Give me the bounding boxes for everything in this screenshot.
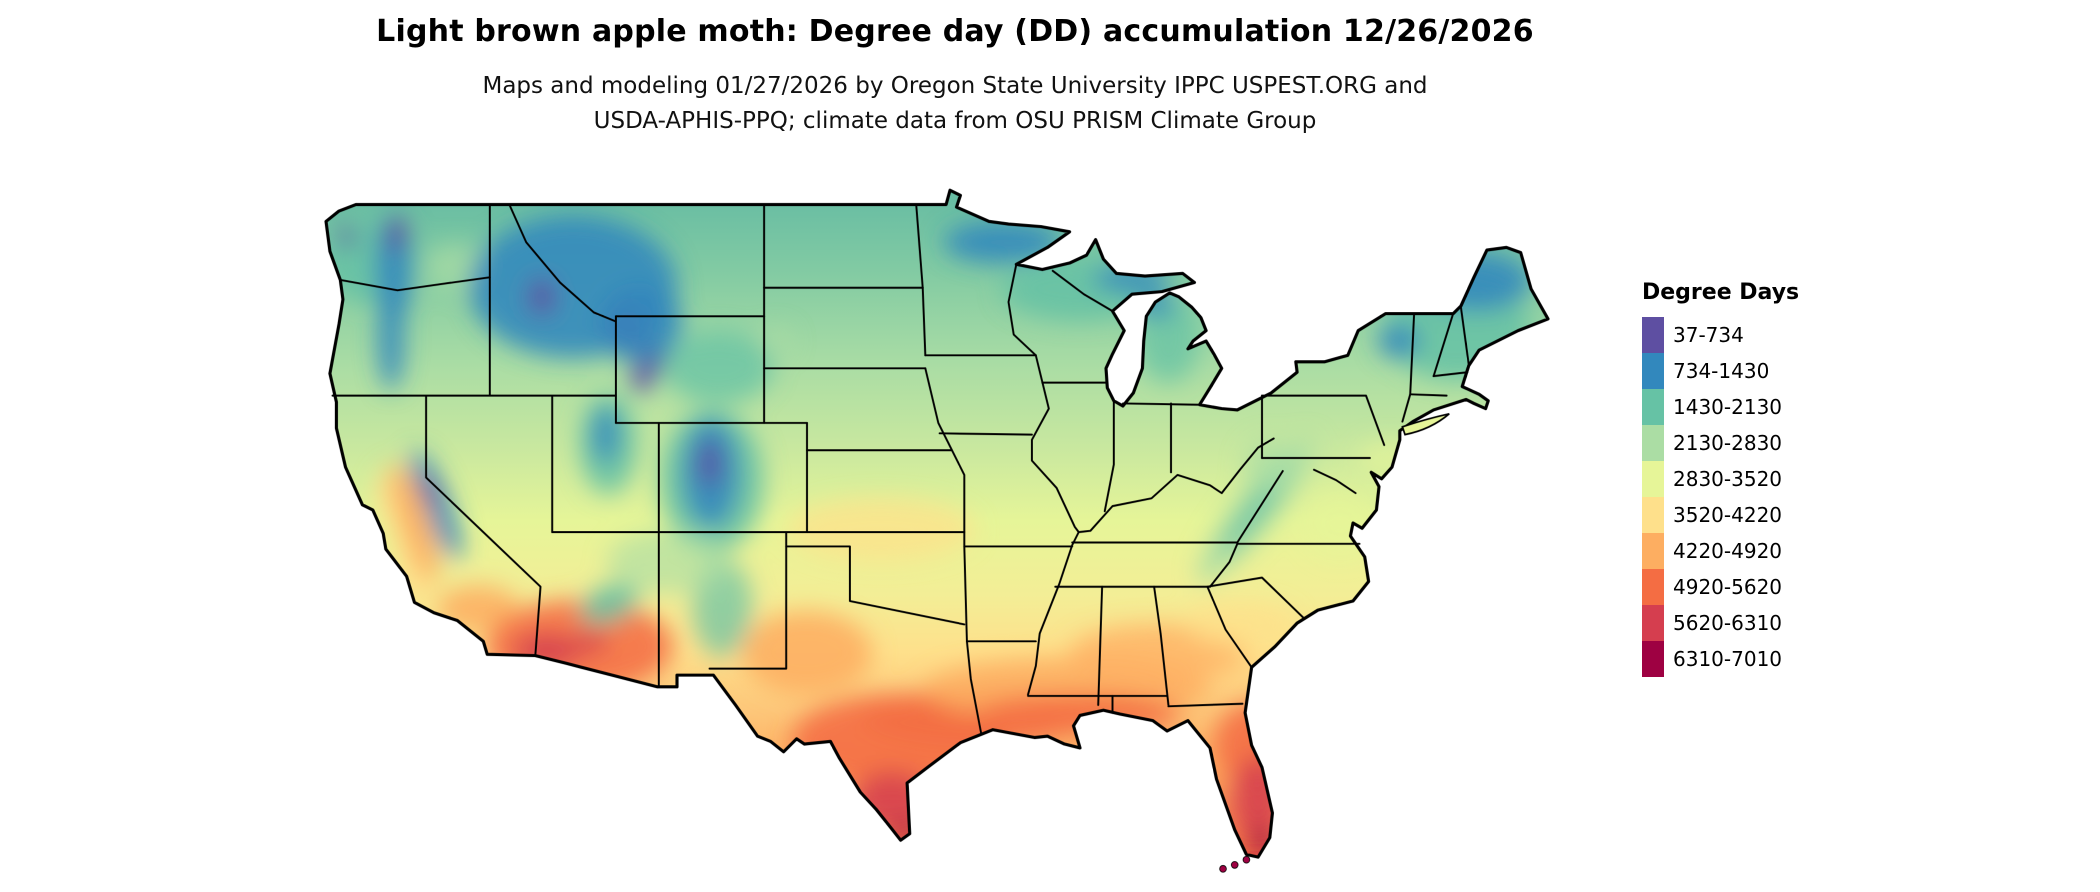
- long-island: [1401, 412, 1450, 436]
- legend: Degree Days 37-734 734-1430 1430-2130 21…: [1642, 280, 1799, 677]
- legend-item: 4920-5620: [1642, 569, 1799, 605]
- legend-rows: 37-734 734-1430 1430-2130 2130-2830 2830…: [1642, 317, 1799, 677]
- legend-swatch: [1642, 317, 1664, 353]
- legend-item: 2130-2830: [1642, 425, 1799, 461]
- legend-swatch: [1642, 353, 1664, 389]
- legend-item: 6310-7010: [1642, 641, 1799, 677]
- chart-header: Light brown apple moth: Degree day (DD) …: [0, 14, 1910, 138]
- legend-item: 3520-4220: [1642, 497, 1799, 533]
- legend-item: 37-734: [1642, 317, 1799, 353]
- legend-label: 4920-5620: [1673, 575, 1783, 599]
- us-outline: [324, 188, 1550, 859]
- legend-label: 2830-3520: [1673, 467, 1783, 491]
- legend-swatch: [1642, 641, 1664, 677]
- map-subtitle-line1: Maps and modeling 01/27/2026 by Oregon S…: [482, 73, 1428, 99]
- us-degree-day-map: [324, 188, 1550, 873]
- legend-swatch: [1642, 497, 1664, 533]
- regional-color-blobs: [326, 214, 1532, 858]
- legend-swatch: [1642, 533, 1664, 569]
- map-subtitle-line2: USDA-APHIS-PPQ; climate data from OSU PR…: [593, 107, 1317, 134]
- legend-label: 37-734: [1673, 323, 1744, 347]
- map-color-layer: [326, 190, 1548, 858]
- legend-label: 1430-2130: [1673, 395, 1783, 419]
- legend-item: 4220-4920: [1642, 533, 1799, 569]
- legend-item: 2830-3520: [1642, 461, 1799, 497]
- legend-label: 2130-2830: [1673, 431, 1783, 455]
- legend-label: 5620-6310: [1673, 611, 1783, 635]
- legend-swatch: [1642, 605, 1664, 641]
- legend-swatch: [1642, 389, 1664, 425]
- florida-keys: [1219, 855, 1251, 873]
- legend-label: 4220-4920: [1673, 539, 1783, 563]
- legend-label: 3520-4220: [1673, 503, 1783, 527]
- legend-item: 5620-6310: [1642, 605, 1799, 641]
- legend-item: 1430-2130: [1642, 389, 1799, 425]
- state-borders: [331, 203, 1475, 735]
- legend-swatch: [1642, 425, 1664, 461]
- legend-item: 734-1430: [1642, 353, 1799, 389]
- legend-swatch: [1642, 461, 1664, 497]
- legend-title: Degree Days: [1642, 280, 1800, 305]
- legend-swatch: [1642, 569, 1664, 605]
- legend-label: 6310-7010: [1673, 647, 1783, 671]
- map-title: Light brown apple moth: Degree day (DD) …: [376, 14, 1534, 49]
- legend-label: 734-1430: [1673, 359, 1770, 383]
